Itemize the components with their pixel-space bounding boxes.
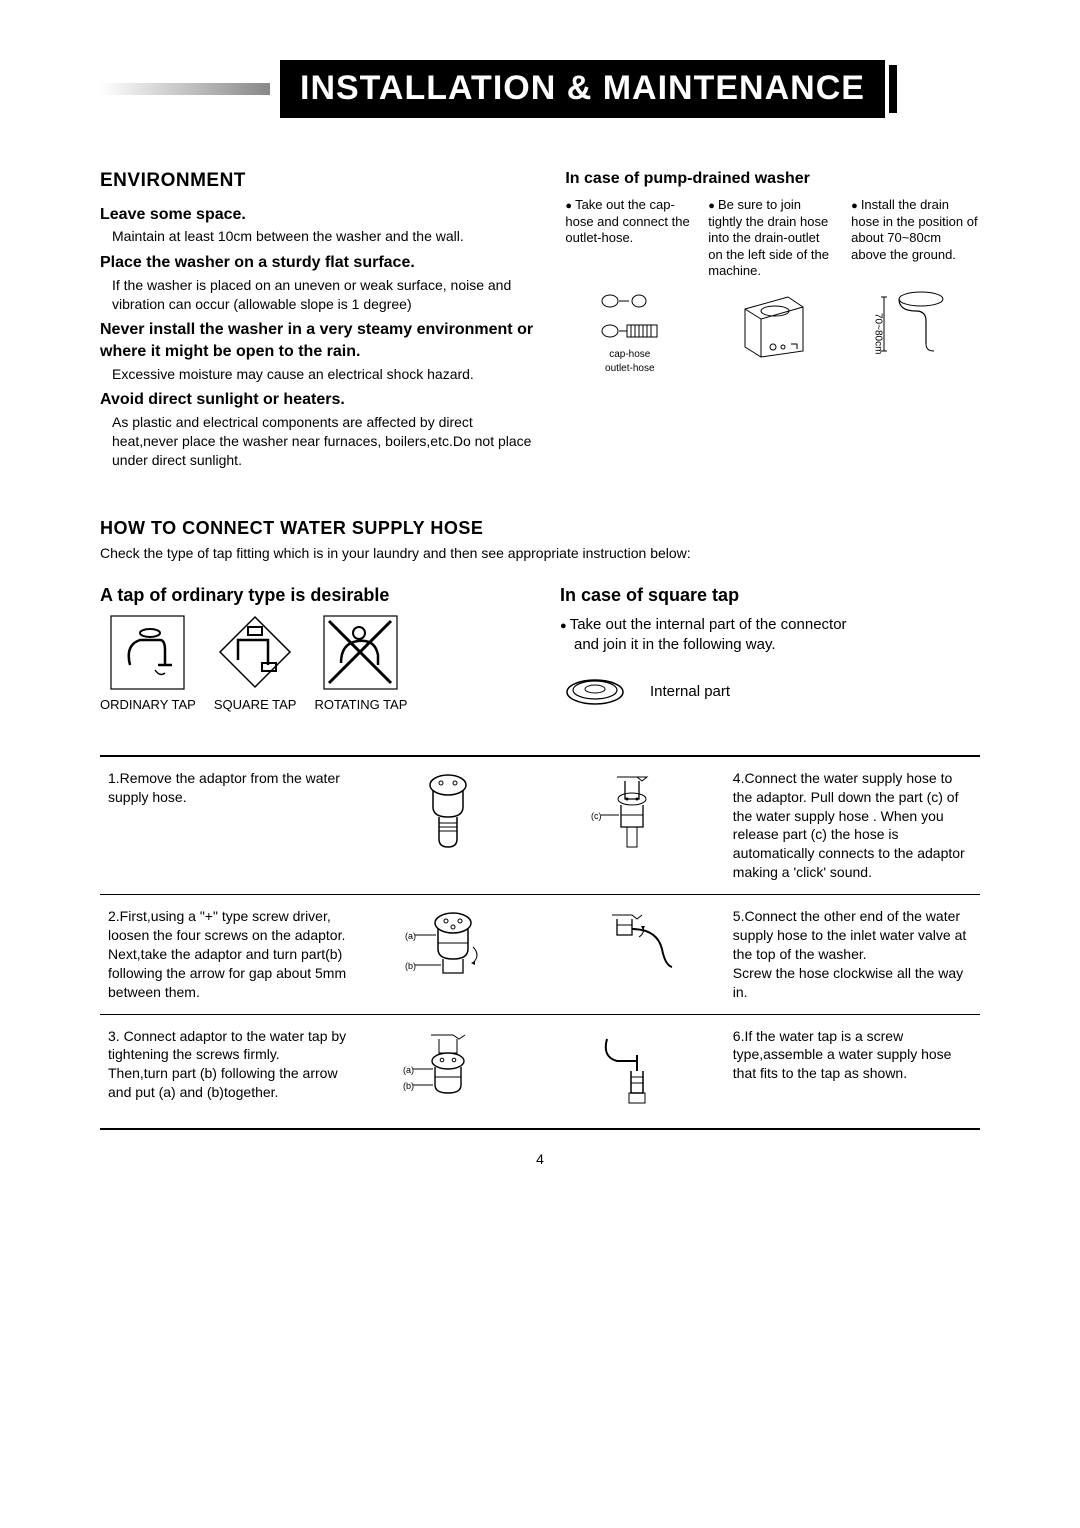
step-4-text: 4.Connect the water supply hose to the a… (725, 757, 980, 895)
label-b-3: (b) (403, 1081, 414, 1091)
label-c: (c) (591, 811, 602, 821)
internal-part-icon (560, 670, 630, 715)
screw-tap-icon (587, 1027, 677, 1112)
env-item-3-body: As plastic and electrical components are… (112, 413, 535, 470)
step-1-figure (355, 757, 540, 895)
step-4-figure: (c) (540, 757, 725, 895)
cap-hose-label: cap-hose (609, 348, 650, 362)
internal-part-row: Internal part (560, 670, 980, 715)
pump-col-2: Install the drain hose in the position o… (851, 197, 980, 279)
env-item-0-body: Maintain at least 10cm between the washe… (112, 227, 535, 246)
internal-part-label: Internal part (650, 682, 730, 702)
step-3-text: 3. Connect adaptor to the water tap by t… (100, 1014, 355, 1129)
title-row: INSTALLATION & MAINTENANCE (100, 60, 980, 118)
square-case-body2: and join it in the following way. (574, 635, 980, 655)
gradient-bar (100, 83, 270, 95)
environment-heading: ENVIRONMENT (100, 168, 535, 194)
square-case-heading: In case of square tap (560, 583, 980, 607)
env-item-3-title: Avoid direct sunlight or heaters. (100, 389, 535, 411)
pump-heading: In case of pump-drained washer (565, 168, 980, 190)
square-tap-label: SQUARE TAP (214, 697, 297, 712)
outlet-hose-label: outlet-hose (605, 362, 654, 376)
pump-text-row: Take out the cap-hose and connect the ou… (565, 197, 980, 279)
step-3-figure: (a) (b) (355, 1014, 540, 1129)
pump-col-0: Take out the cap-hose and connect the ou… (565, 197, 694, 279)
page-title: INSTALLATION & MAINTENANCE (280, 60, 885, 118)
env-item-0-title: Leave some space. (100, 204, 535, 226)
ordinary-tap-icon (110, 615, 185, 690)
env-item-1-title: Place the washer on a sturdy flat surfac… (100, 252, 535, 274)
cap-hose-figure: cap-hose outlet-hose (565, 289, 694, 404)
hose-inlet-icon (587, 907, 677, 992)
step-row-1: 1.Remove the adaptor from the water supp… (100, 757, 980, 895)
env-item-1-body: If the washer is placed on an uneven or … (112, 276, 535, 314)
label-a-3: (a) (403, 1065, 414, 1075)
step-2-text: 2.First,using a "+" type screw driver, l… (100, 895, 355, 1014)
step-6-figure (540, 1014, 725, 1129)
washer-figure (708, 289, 837, 404)
ordinary-tap-icon-box: ORDINARY TAP (100, 615, 196, 714)
square-tap-icon (218, 615, 293, 690)
adaptor-tighten-icon: (a) (b) (403, 1027, 493, 1112)
hose-connect-icon: (c) (587, 769, 677, 854)
cap-hose-icon (595, 289, 665, 344)
drain-hose-icon (876, 289, 956, 359)
how-connect-body: Check the type of tap fitting which is i… (100, 544, 980, 563)
tap-icons-row: ORDINARY TAP SQUARE TAP (100, 615, 520, 714)
step-row-3: 3. Connect adaptor to the water tap by t… (100, 1014, 980, 1129)
step-row-2: 2.First,using a "+" type screw driver, l… (100, 895, 980, 1014)
pump-col-1: Be sure to join tightly the drain hose i… (708, 197, 837, 279)
square-tap-icon-box: SQUARE TAP (214, 615, 297, 714)
pump-figures: cap-hose outlet-hose (565, 289, 980, 404)
washer-icon (733, 289, 813, 359)
rotating-tap-icon-box: ROTATING TAP (314, 615, 407, 714)
step-5-figure (540, 895, 725, 1014)
env-item-2-body: Excessive moisture may cause an electric… (112, 365, 535, 384)
page-number: 4 (100, 1150, 980, 1169)
square-case-body1: Take out the internal part of the connec… (560, 616, 847, 633)
adaptor-loosen-icon: (a) (b) (403, 907, 493, 992)
step-5-text: 5.Connect the other end of the water sup… (725, 895, 980, 1014)
label-a-2: (a) (405, 931, 416, 941)
rotating-tap-label: ROTATING TAP (314, 697, 407, 712)
ordinary-tap-heading: A tap of ordinary type is desirable (100, 583, 520, 607)
label-b-2: (b) (405, 961, 416, 971)
drain-height-figure: 70~80cm (851, 289, 980, 404)
adaptor-remove-icon (403, 769, 493, 854)
ordinary-tap-label: ORDINARY TAP (100, 697, 196, 712)
how-connect-heading: HOW TO CONNECT WATER SUPPLY HOSE (100, 516, 980, 540)
height-label: 70~80cm (871, 313, 885, 354)
step-2-figure: (a) (b) (355, 895, 540, 1014)
step-1-text: 1.Remove the adaptor from the water supp… (100, 757, 355, 895)
title-end-cap (889, 65, 897, 113)
steps-table: 1.Remove the adaptor from the water supp… (100, 757, 980, 1131)
step-6-text: 6.If the water tap is a screw type,assem… (725, 1014, 980, 1129)
rotating-tap-icon (323, 615, 398, 690)
env-item-2-title: Never install the washer in a very steam… (100, 319, 535, 362)
